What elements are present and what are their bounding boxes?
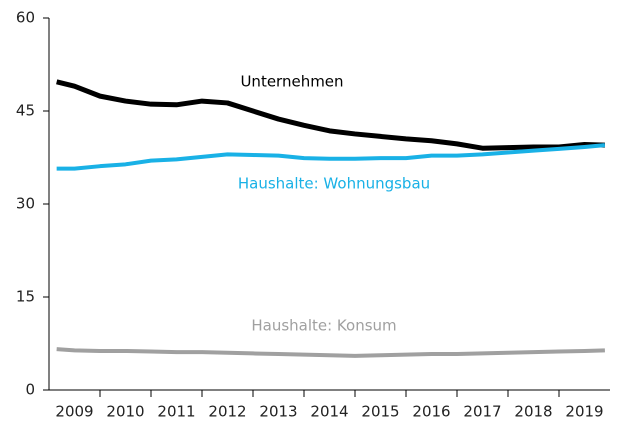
x-tick-label: 2013 [259, 403, 297, 421]
y-tick-label: 45 [16, 102, 35, 120]
x-tick-label: 2012 [208, 403, 246, 421]
x-tick-label: 2009 [55, 403, 93, 421]
x-tick-label: 2018 [514, 403, 552, 421]
y-tick-label: 60 [16, 9, 35, 27]
series-label: Haushalte: Konsum [251, 317, 396, 335]
x-tick-label: 2019 [565, 403, 603, 421]
series-label: Haushalte: Wohnungsbau [238, 175, 430, 193]
y-tick-label: 30 [16, 195, 35, 213]
x-tick-label: 2011 [157, 403, 195, 421]
y-tick-label: 0 [25, 381, 35, 399]
x-tick-label: 2014 [310, 403, 348, 421]
x-tick-label: 2010 [106, 403, 144, 421]
series-line [56, 347, 605, 358]
series-line [56, 143, 606, 171]
series-label: Unternehmen [240, 73, 343, 91]
x-tick-label: 2015 [361, 403, 399, 421]
x-tick-label: 2017 [463, 403, 501, 421]
series-line [56, 79, 605, 151]
y-tick-label: 15 [16, 288, 35, 306]
x-tick-label: 2016 [412, 403, 450, 421]
